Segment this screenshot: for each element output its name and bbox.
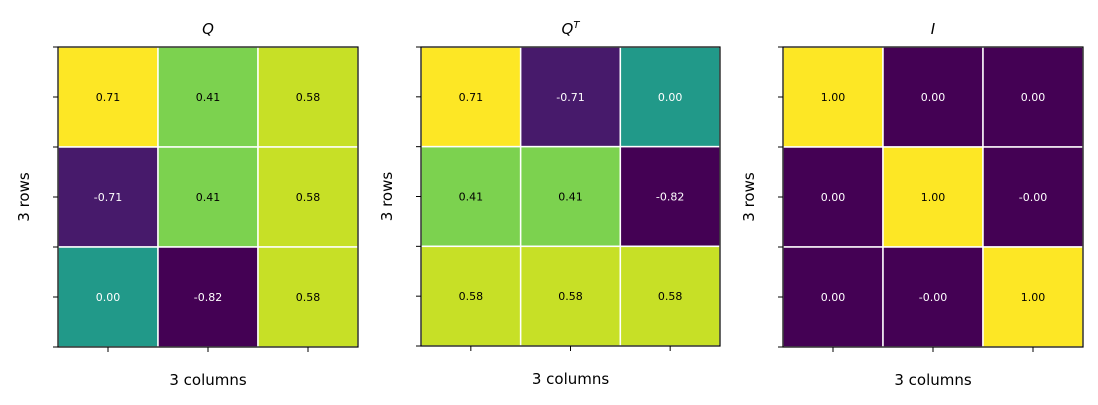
heatmap-cell [619, 245, 721, 347]
cell-value-label: 0.41 [558, 191, 583, 204]
heatmap-panel-2: 0.71 -0.71 0.00 0.41 0.41 -0.82 0.58 0.58 0.58 QT… [378, 20, 721, 388]
cell-value-label: 1.00 [1021, 291, 1046, 304]
cell-value-label: 0.71 [459, 91, 484, 104]
cell-value-label: 0.00 [96, 291, 121, 304]
y-axis-label: 3 rows [740, 172, 758, 222]
heatmap-cell [57, 46, 159, 148]
cell-value-label: 1.00 [821, 91, 846, 104]
title-superscript: T [573, 20, 580, 31]
heatmap-cell [519, 46, 622, 148]
heatmap-cell [982, 46, 1084, 148]
heatmap-cell [519, 145, 622, 248]
heatmap-panel-1: 0.71 0.41 0.58 -0.71 0.41 0.58 0.00 -0.82 0.58 Q 3… [15, 20, 359, 389]
heatmap-cell [782, 246, 884, 348]
cell-value-label: 0.71 [96, 91, 121, 104]
cell-value-label: 0.58 [558, 290, 583, 303]
heatmap-cell [782, 146, 884, 248]
heatmap-cell [882, 146, 984, 248]
cell-value-label: 0.00 [921, 91, 946, 104]
cell-value-label: 0.41 [196, 191, 221, 204]
heatmap-cell [619, 145, 721, 248]
cell-value-label: 1.00 [921, 191, 946, 204]
cell-value-label: 0.41 [459, 191, 484, 204]
panel-title: Q [202, 20, 214, 38]
cell-value-label: 0.00 [1021, 91, 1046, 104]
cell-value-label: -0.71 [94, 191, 122, 204]
heatmap-cell [157, 46, 259, 148]
cell-value-label: 0.58 [658, 290, 683, 303]
heatmap-cell [882, 246, 984, 348]
x-axis-label: 3 columns [169, 371, 247, 389]
panel-title: I [931, 20, 936, 38]
cell-value-label: 0.58 [459, 290, 484, 303]
heatmap-cell [257, 146, 359, 248]
heatmap-panel-3: 1.00 0.00 0.00 0.00 1.00 -0.00 0.00 -0.00 1.00 I 3… [740, 20, 1084, 389]
heatmap-cell [157, 246, 259, 348]
y-axis-label: 3 rows [15, 172, 33, 222]
heatmap-cell [982, 246, 1084, 348]
heatmap-cell [982, 146, 1084, 248]
cell-value-label: -0.00 [1019, 191, 1047, 204]
heatmap-cell [619, 46, 721, 148]
cell-value-label: 0.00 [821, 191, 846, 204]
heatmap-cell [420, 46, 522, 148]
heatmap-cell [57, 146, 159, 248]
x-axis-label: 3 columns [894, 371, 972, 389]
cell-value-label: 0.58 [296, 91, 321, 104]
cell-value-label: 0.00 [821, 291, 846, 304]
heatmap-cell [420, 145, 522, 248]
cell-value-label: 0.58 [296, 191, 321, 204]
cell-value-label: 0.41 [196, 91, 221, 104]
cell-value-label: -0.82 [656, 191, 684, 204]
cell-value-label: 0.00 [658, 91, 683, 104]
cell-value-label: 0.58 [296, 291, 321, 304]
cell-value-label: -0.82 [194, 291, 222, 304]
heatmap-cell [420, 245, 522, 347]
x-axis-label: 3 columns [532, 370, 610, 388]
panel-title: QT [562, 20, 581, 38]
cell-value-label: -0.71 [556, 91, 584, 104]
y-axis-label: 3 rows [378, 172, 396, 222]
cell-value-label: -0.00 [919, 291, 947, 304]
